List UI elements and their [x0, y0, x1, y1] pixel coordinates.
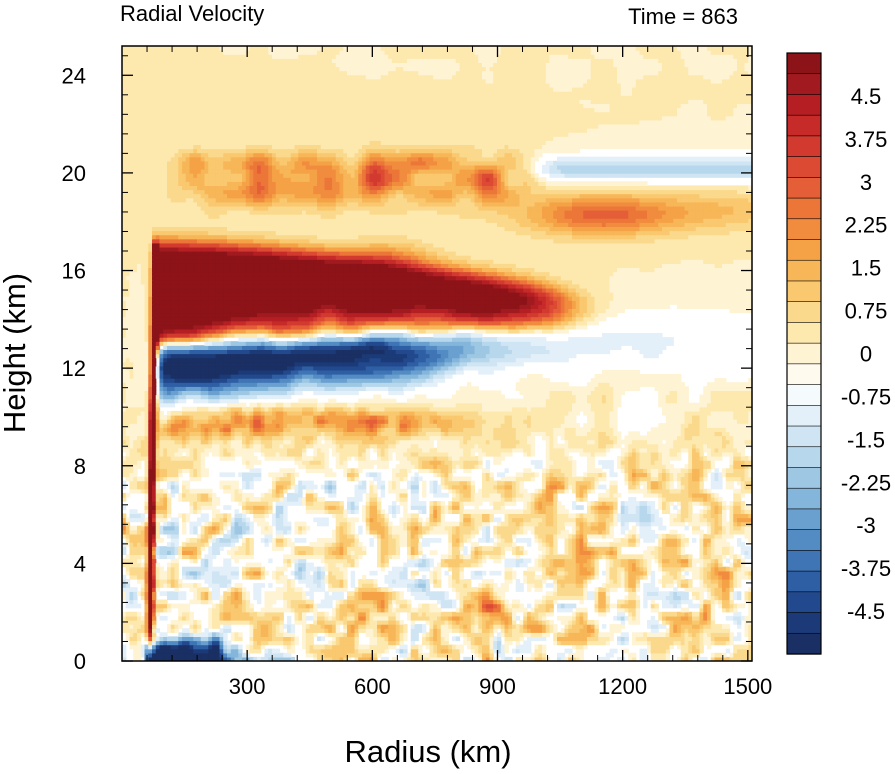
x-tick-label: 900	[479, 674, 516, 699]
colorbar-label: -3	[856, 513, 876, 538]
x-axis-label: Radius (km)	[344, 734, 511, 769]
y-tick-label: 20	[62, 161, 86, 186]
colorbar-label: -4.5	[847, 599, 885, 624]
y-tick-label: 12	[62, 356, 86, 381]
y-tick-label: 24	[62, 63, 86, 88]
colorbar-labels: 4.5 3.75 3 2.25 1.5 0.75 0 -0.75 -1.5 -2.25 -3 -3.7…	[841, 84, 891, 624]
colorbar-box	[787, 53, 821, 74]
colorbar-box	[787, 136, 821, 157]
colorbar-box	[787, 385, 821, 406]
colorbar-box	[787, 488, 821, 509]
colorbar-box	[787, 592, 821, 613]
colorbar-label: -3.75	[841, 556, 891, 581]
x-tick-labels: 300 600 900 1200 1500	[229, 674, 772, 699]
colorbar-box	[787, 74, 821, 95]
y-tick-label: 16	[62, 259, 86, 284]
x-tick-label: 300	[229, 674, 266, 699]
x-tick-label: 1200	[598, 674, 647, 699]
colorbar-box	[787, 219, 821, 240]
y-tick-label: 4	[74, 551, 86, 576]
colorbar-box	[787, 94, 821, 115]
colorbar-box	[787, 240, 821, 261]
colorbar-box	[787, 447, 821, 468]
colorbar-label: -1.5	[847, 427, 885, 452]
colorbar-label: 3.75	[845, 127, 888, 152]
x-tick-label: 600	[354, 674, 391, 699]
colorbar-label: 1.5	[851, 256, 882, 281]
colorbar-box	[787, 550, 821, 571]
colorbar-box	[787, 322, 821, 343]
colorbar-box	[787, 343, 821, 364]
y-tick-label: 8	[74, 454, 86, 479]
y-axis-label: Height (km)	[0, 273, 32, 433]
colorbar-label: 4.5	[851, 84, 882, 109]
colorbar-box	[787, 115, 821, 136]
colorbar	[787, 53, 821, 654]
colorbar-box	[787, 364, 821, 385]
colorbar-box	[787, 613, 821, 634]
colorbar-box	[787, 509, 821, 530]
colorbar-label: 3	[860, 170, 872, 195]
colorbar-box	[787, 405, 821, 426]
colorbar-label: 0.75	[845, 299, 888, 324]
colorbar-box	[787, 177, 821, 198]
colorbar-label: 2.25	[845, 213, 888, 238]
x-tick-label: 1500	[723, 674, 772, 699]
chart-title-right: Time = 863	[628, 4, 738, 29]
colorbar-box	[787, 302, 821, 323]
colorbar-box	[787, 281, 821, 302]
colorbar-label: -0.75	[841, 384, 891, 409]
colorbar-box	[787, 633, 821, 654]
colorbar-box	[787, 198, 821, 219]
y-tick-label: 0	[74, 649, 86, 674]
colorbar-box	[787, 571, 821, 592]
colorbar-box	[787, 426, 821, 447]
chart-title-left: Radial Velocity	[120, 1, 264, 26]
colorbar-box	[787, 467, 821, 488]
colorbar-label: 0	[860, 342, 872, 367]
colorbar-box	[787, 157, 821, 178]
colorbar-box	[787, 530, 821, 551]
colorbar-label: -2.25	[841, 470, 891, 495]
y-tick-labels: 0 4 8 12 16 20 24	[62, 63, 86, 674]
colorbar-box	[787, 260, 821, 281]
